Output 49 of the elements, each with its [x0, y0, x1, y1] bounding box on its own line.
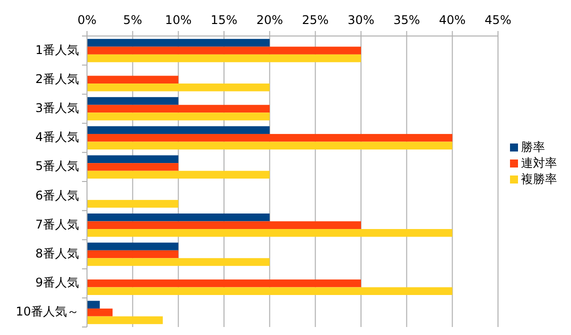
x-tick-label: 10%	[164, 13, 192, 27]
bar	[87, 242, 178, 250]
y-tick-label: 9番人気	[35, 276, 79, 290]
y-tick-label: 10番人気～	[16, 304, 79, 319]
x-tick-label: 5%	[123, 13, 142, 27]
x-tick-label: 25%	[302, 13, 329, 27]
bar	[87, 214, 270, 222]
bar	[87, 221, 361, 230]
bar	[87, 163, 178, 171]
y-tick-label: 6番人気	[35, 188, 79, 202]
bar	[87, 134, 452, 142]
y-tick-label: 2番人気	[35, 72, 79, 86]
x-tick-label: 15%	[210, 13, 238, 27]
bar	[87, 258, 270, 266]
y-tick-label: 8番人気	[35, 246, 79, 261]
bar	[87, 142, 452, 150]
bar	[87, 97, 178, 105]
bar	[87, 170, 270, 179]
bar	[87, 200, 178, 208]
bar	[87, 287, 452, 295]
x-tick-label: 0%	[77, 13, 97, 27]
bar	[87, 300, 100, 309]
x-tick-label: 40%	[438, 13, 466, 27]
y-tick-label: 5番人気	[35, 159, 79, 174]
bar	[87, 279, 361, 288]
y-tick-label: 3番人気	[35, 101, 79, 116]
bar	[87, 155, 178, 164]
bar	[87, 250, 178, 258]
bar	[87, 76, 178, 84]
bar	[87, 229, 452, 237]
bar	[87, 38, 270, 47]
legend-label: 勝率	[521, 140, 545, 154]
bar	[87, 126, 270, 134]
bar	[87, 308, 113, 316]
bar	[87, 84, 270, 92]
legend-label: 連対率	[521, 156, 557, 170]
bar	[87, 54, 361, 62]
y-tick-label: 7番人気	[35, 217, 79, 232]
bar	[87, 46, 361, 54]
x-tick-label: 45%	[484, 13, 512, 27]
bar	[87, 104, 270, 113]
x-tick-label: 30%	[348, 13, 374, 27]
bar	[87, 316, 163, 324]
bar	[87, 112, 270, 120]
y-tick-label: 4番人気	[35, 130, 79, 144]
x-tick-label: 35%	[393, 13, 420, 27]
x-tick-label: 20%	[256, 13, 284, 27]
y-tick-label: 1番人気	[35, 42, 79, 57]
legend-label: 複勝率	[521, 172, 557, 186]
